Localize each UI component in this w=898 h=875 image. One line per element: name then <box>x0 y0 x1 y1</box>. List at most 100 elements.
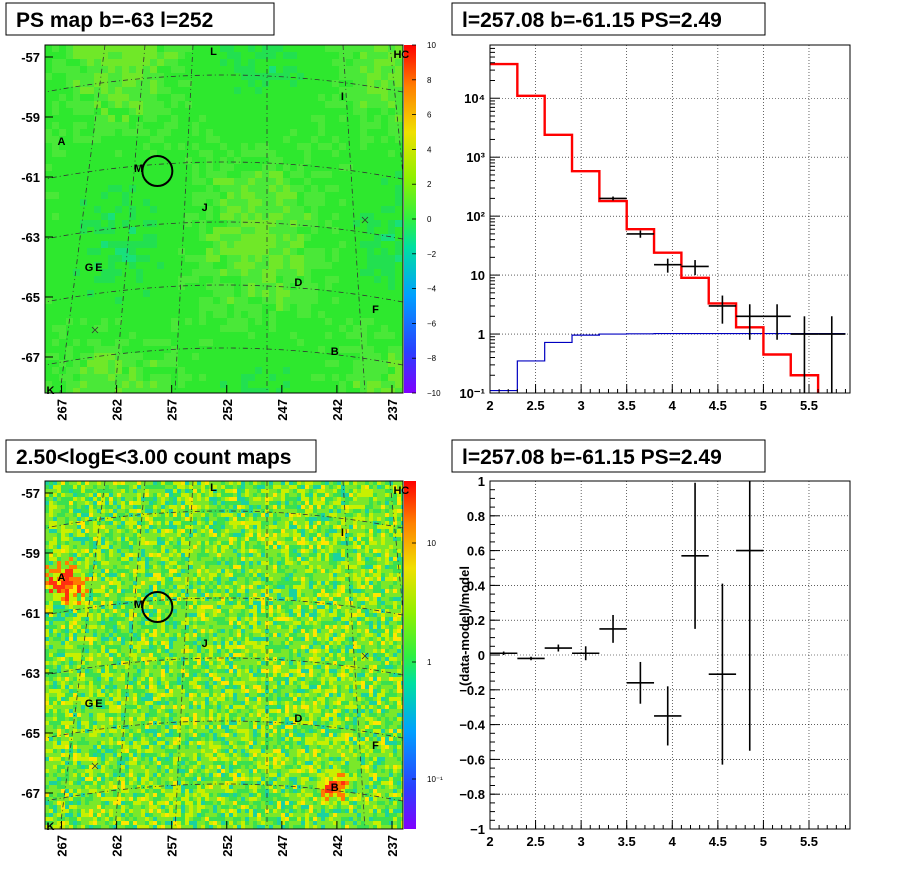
map-cell <box>262 346 269 353</box>
map-cell <box>49 497 53 501</box>
map-cell <box>178 283 185 290</box>
map-cell <box>357 541 361 545</box>
map-cell <box>325 489 329 493</box>
map-cell <box>283 45 290 52</box>
map-cell <box>346 185 353 192</box>
map-cell <box>276 45 283 52</box>
map-cell <box>225 485 229 489</box>
map-cell <box>136 66 143 73</box>
map-cell <box>225 501 229 505</box>
map-cell <box>201 525 205 529</box>
map-cell <box>177 521 181 525</box>
map-cell <box>177 573 181 577</box>
map-cell <box>313 537 317 541</box>
map-cell <box>49 553 53 557</box>
map-cell <box>255 101 262 108</box>
map-cell <box>129 101 136 108</box>
map-cell <box>109 517 113 521</box>
map-cell <box>290 66 297 73</box>
map-cell <box>297 521 301 525</box>
map-cell <box>213 577 217 581</box>
map-cell <box>283 206 290 213</box>
map-cell <box>108 59 115 66</box>
map-cell <box>332 311 339 318</box>
map-cell <box>206 213 213 220</box>
map-cell <box>213 171 220 178</box>
map-cell <box>169 501 173 505</box>
map-cell <box>178 185 185 192</box>
map-cell <box>199 325 206 332</box>
map-cell <box>276 52 283 59</box>
map-cell <box>377 553 381 557</box>
map-cell <box>346 143 353 150</box>
map-cell <box>157 367 164 374</box>
map-cell <box>329 497 333 501</box>
map-cell <box>65 557 69 561</box>
map-cell <box>311 241 318 248</box>
map-cell <box>227 192 234 199</box>
map-cell <box>81 549 85 553</box>
map-cell <box>77 565 81 569</box>
map-cell <box>115 388 122 393</box>
map-cell <box>257 569 261 573</box>
map-cell <box>59 248 66 255</box>
map-cell <box>381 374 388 381</box>
map-cell <box>199 59 206 66</box>
map-cell <box>305 529 309 533</box>
map-cell <box>59 129 66 136</box>
map-cell <box>121 573 125 577</box>
map-cell <box>89 505 93 509</box>
map-cell <box>150 381 157 388</box>
map-cell <box>45 497 49 501</box>
map-cell <box>337 517 341 521</box>
map-cell <box>69 537 73 541</box>
map-cell <box>136 101 143 108</box>
map-cell <box>353 493 357 497</box>
map-cell <box>325 241 332 248</box>
map-cell <box>233 561 237 565</box>
map-cell <box>269 80 276 87</box>
map-cell <box>385 505 389 509</box>
colorbar-tick-label: −4 <box>427 285 437 294</box>
map-cell <box>339 80 346 87</box>
map-cell <box>136 255 143 262</box>
map-cell <box>115 339 122 346</box>
map-cell <box>52 101 59 108</box>
map-cell <box>332 199 339 206</box>
map-cell <box>237 553 241 557</box>
map-cell <box>227 52 234 59</box>
map-cell <box>360 59 367 66</box>
map-cell <box>313 517 317 521</box>
map-cell <box>69 501 73 505</box>
map-cell <box>81 541 85 545</box>
map-cell <box>367 213 374 220</box>
map-cell <box>109 557 113 561</box>
map-cell <box>318 143 325 150</box>
map-cell <box>389 565 393 569</box>
map-cell <box>129 497 133 501</box>
map-cell <box>318 297 325 304</box>
map-cell <box>346 87 353 94</box>
map-cell <box>161 553 165 557</box>
map-cell <box>89 561 93 565</box>
map-cell <box>290 45 297 52</box>
map-cell <box>59 101 66 108</box>
map-cell <box>321 545 325 549</box>
map-cell <box>113 485 117 489</box>
map-cell <box>197 481 201 485</box>
map-cell <box>192 80 199 87</box>
map-cell <box>169 485 173 489</box>
map-cell <box>339 311 346 318</box>
map-cell <box>337 497 341 501</box>
map-cell <box>349 525 353 529</box>
map-cell <box>157 561 161 565</box>
map-cell <box>241 318 248 325</box>
map-cell <box>213 374 220 381</box>
map-cell <box>164 367 171 374</box>
map-cell <box>57 493 61 497</box>
map-cell <box>80 192 87 199</box>
map-cell <box>109 553 113 557</box>
map-cell <box>337 489 341 493</box>
map-cell <box>136 171 143 178</box>
map-cell <box>65 537 69 541</box>
